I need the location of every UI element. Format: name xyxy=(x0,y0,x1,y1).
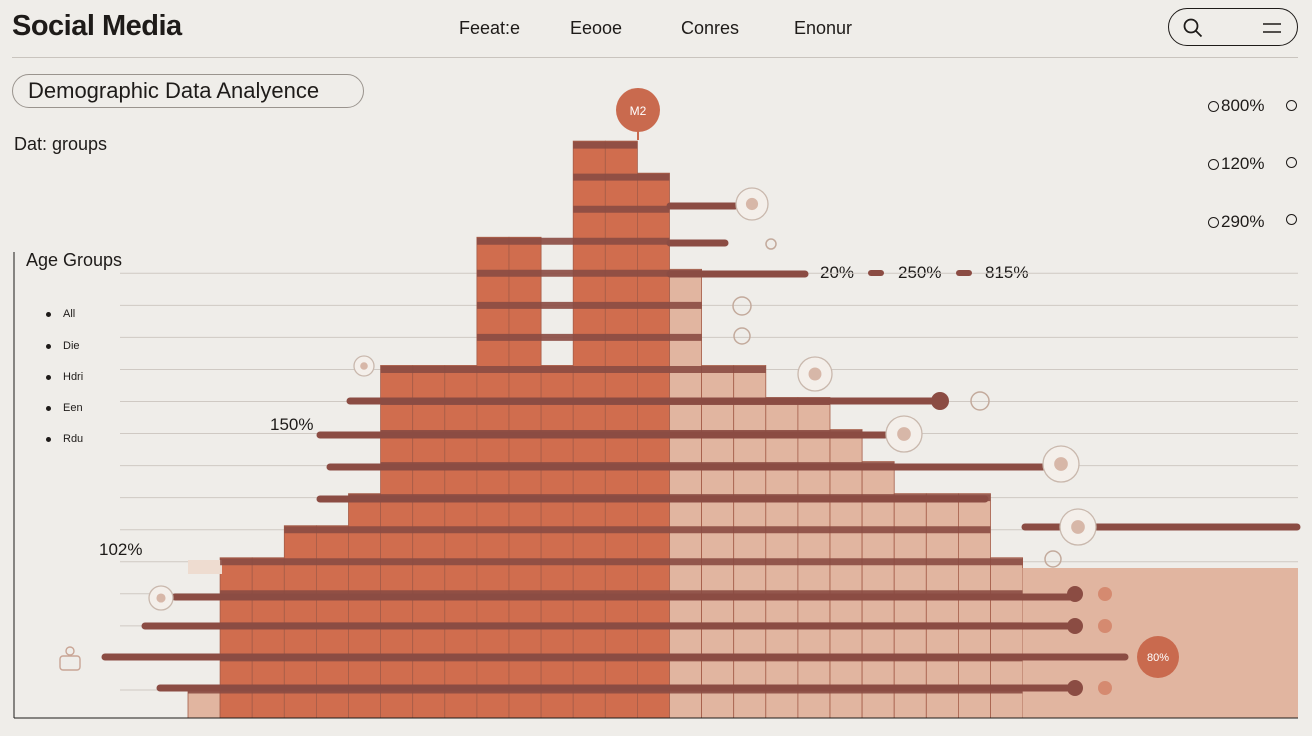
right-stat: 290% xyxy=(1208,212,1264,232)
dot-marker xyxy=(1067,680,1083,696)
dot-marker xyxy=(931,392,949,410)
bullet-icon xyxy=(46,436,51,442)
icon-glyph xyxy=(1054,457,1068,471)
legend-item[interactable]: Rdu xyxy=(46,433,83,445)
radio-icon[interactable] xyxy=(1286,157,1297,168)
bullet-icon xyxy=(46,374,51,380)
ring-icon xyxy=(1208,159,1219,171)
header-divider xyxy=(12,57,1298,58)
dot-marker xyxy=(1098,587,1112,601)
icon-glyph xyxy=(156,593,166,603)
nav-item-eeooe[interactable]: Eeooe xyxy=(570,18,623,38)
bottom-marker-label: 80% xyxy=(1147,652,1169,664)
right-stat: 120% xyxy=(1208,154,1264,174)
top-nav: Feeat:e Eeooe Conres Enonur xyxy=(0,18,1312,42)
nav-item-enonur[interactable]: Enonur xyxy=(794,18,853,38)
bar xyxy=(540,365,574,719)
bar xyxy=(861,461,895,719)
page-title[interactable]: Demographic Data Analyence xyxy=(12,74,364,108)
menu-icon[interactable] xyxy=(1261,20,1283,36)
icon-glyph xyxy=(745,197,759,211)
bar xyxy=(508,236,542,719)
ring-marker xyxy=(1044,550,1062,568)
icon-glyph xyxy=(897,427,911,441)
bar xyxy=(733,365,767,719)
bar xyxy=(572,140,606,719)
search-icon[interactable] xyxy=(1183,18,1203,38)
bar xyxy=(637,172,670,719)
bar xyxy=(219,557,253,719)
legend-item-label: Die xyxy=(63,340,80,352)
bar xyxy=(380,365,414,719)
legend-item[interactable]: Een xyxy=(46,402,83,414)
bar xyxy=(797,397,831,719)
legend-item-label: Hdri xyxy=(63,371,84,383)
dot-marker xyxy=(1067,618,1083,634)
ring-icon xyxy=(1208,217,1219,229)
ring-icon xyxy=(1208,101,1219,113)
ring-marker xyxy=(765,238,777,250)
decor-group: M2 80% xyxy=(59,88,1301,696)
bar xyxy=(251,557,285,719)
bar xyxy=(990,557,1023,719)
legend-title: Age Groups xyxy=(26,250,123,270)
bar xyxy=(412,365,446,719)
annotation-label: 150% xyxy=(270,415,314,434)
mid-legend-label: 815% xyxy=(985,263,1029,282)
icon-glyph xyxy=(808,367,822,381)
bullet-icon xyxy=(46,311,51,317)
dot-marker xyxy=(1098,619,1112,633)
bottom-marker xyxy=(1137,636,1179,678)
annotation-label: 102% xyxy=(99,540,143,559)
legend-item[interactable]: All xyxy=(46,308,75,320)
bullet-icon xyxy=(46,343,51,349)
brand-title: Social Media xyxy=(12,10,182,42)
top-marker xyxy=(616,88,660,132)
mid-legend-label: 250% xyxy=(898,263,942,282)
radio-icon[interactable] xyxy=(1286,214,1297,225)
robot-icon xyxy=(59,646,81,671)
legend-item[interactable]: Die xyxy=(46,340,80,352)
bar xyxy=(604,140,638,719)
right-stat-value: 800% xyxy=(1221,96,1265,115)
mid-legend-label: 20% xyxy=(820,263,855,282)
icon-glyph xyxy=(65,646,75,656)
bullet-icon xyxy=(46,405,51,411)
bar xyxy=(765,397,799,719)
dot-marker xyxy=(1098,681,1112,695)
top-marker-label: M2 xyxy=(630,104,647,118)
bar xyxy=(476,236,510,719)
legend-item-label: All xyxy=(63,308,76,320)
right-stat-value: 290% xyxy=(1221,212,1265,231)
bar-cap xyxy=(188,560,222,574)
icon-glyph xyxy=(59,655,81,671)
bar xyxy=(701,365,735,719)
radio-icon[interactable] xyxy=(1286,100,1297,111)
icon-glyph xyxy=(1071,520,1085,534)
icon-glyph xyxy=(360,362,368,370)
legend-item[interactable]: Hdri xyxy=(46,371,83,383)
page-subtitle: Dat: groups xyxy=(14,134,108,154)
ring-marker xyxy=(733,327,751,345)
right-stat: 800% xyxy=(1208,96,1264,116)
ring-marker xyxy=(732,296,752,316)
bar-group xyxy=(187,140,1298,719)
legend-item-label: Rdu xyxy=(63,433,84,445)
legend-item-label: Een xyxy=(63,402,83,414)
bar xyxy=(829,429,863,719)
search-menu-pill[interactable] xyxy=(1168,8,1298,46)
right-stat-value: 120% xyxy=(1221,154,1265,173)
dot-marker xyxy=(1067,586,1083,602)
nav-item-feature[interactable]: Feeat:e xyxy=(459,18,521,38)
bar xyxy=(444,365,478,719)
bar xyxy=(669,268,702,719)
ring-marker xyxy=(970,391,990,411)
nav-item-conres[interactable]: Conres xyxy=(681,18,740,38)
